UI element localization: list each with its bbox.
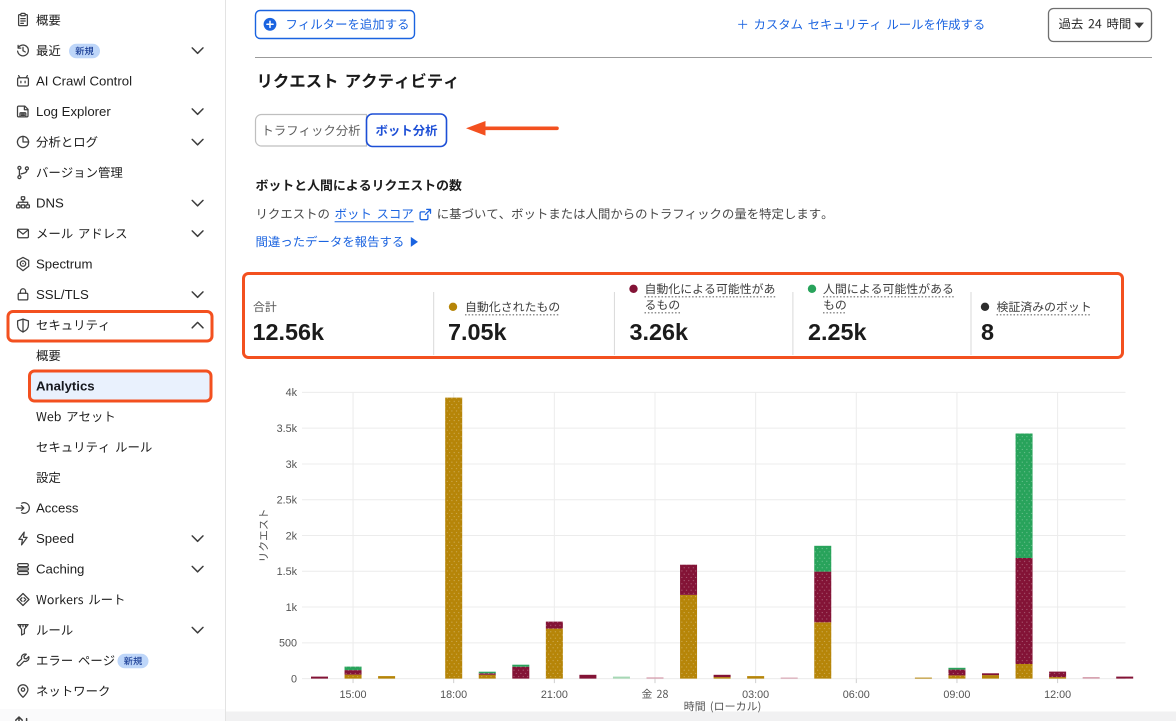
svg-text:1.5k: 1.5k bbox=[277, 566, 298, 578]
svg-text:1k: 1k bbox=[286, 602, 298, 614]
svg-text:09:00: 09:00 bbox=[943, 689, 970, 701]
svg-text:0: 0 bbox=[291, 673, 297, 685]
svg-text:2.25k: 2.25k bbox=[808, 319, 868, 345]
svg-text:3.5k: 3.5k bbox=[277, 423, 298, 435]
svg-text:Analytics: Analytics bbox=[36, 379, 95, 394]
svg-text:AI Crawl Control: AI Crawl Control bbox=[36, 74, 132, 89]
svg-text:12.56k: 12.56k bbox=[253, 319, 326, 345]
svg-text:4k: 4k bbox=[286, 387, 298, 399]
svg-text:Log Explorer: Log Explorer bbox=[36, 104, 111, 119]
svg-text:500: 500 bbox=[279, 638, 297, 650]
svg-text:3.26k: 3.26k bbox=[630, 319, 690, 345]
svg-text:7.05k: 7.05k bbox=[448, 319, 508, 345]
svg-text:Spectrum: Spectrum bbox=[36, 257, 92, 272]
svg-text:8: 8 bbox=[981, 319, 994, 345]
svg-text:2.5k: 2.5k bbox=[277, 495, 298, 507]
svg-text:15:00: 15:00 bbox=[340, 689, 367, 701]
svg-text:21:00: 21:00 bbox=[541, 689, 568, 701]
svg-text:06:00: 06:00 bbox=[843, 689, 870, 701]
svg-text:Caching: Caching bbox=[36, 562, 84, 577]
svg-text:2k: 2k bbox=[286, 530, 298, 542]
svg-text:SSL/TLS: SSL/TLS bbox=[36, 287, 89, 302]
svg-text:DNS: DNS bbox=[36, 196, 64, 211]
svg-text:18:00: 18:00 bbox=[440, 689, 467, 701]
svg-text:03:00: 03:00 bbox=[742, 689, 769, 701]
svg-text:Access: Access bbox=[36, 501, 79, 516]
svg-text:3k: 3k bbox=[286, 459, 298, 471]
svg-text:12:00: 12:00 bbox=[1044, 689, 1071, 701]
svg-text:Speed: Speed bbox=[36, 531, 74, 546]
